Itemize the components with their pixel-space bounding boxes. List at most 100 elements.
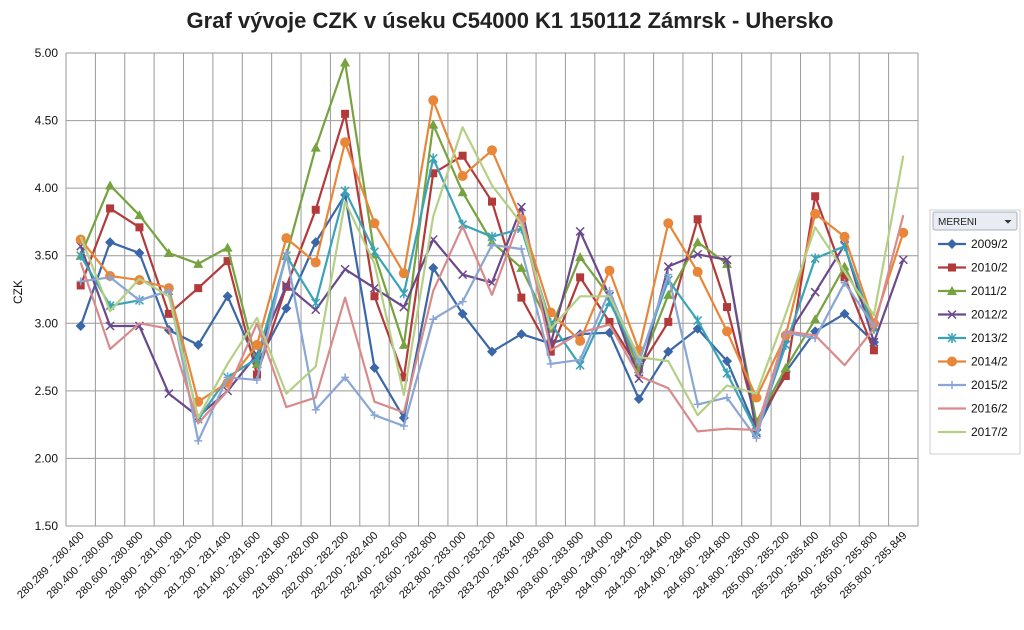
data-point (194, 436, 203, 445)
data-point (663, 346, 674, 357)
y-tick-label: 2.50 (35, 384, 59, 398)
data-point (488, 197, 496, 206)
data-point (633, 393, 644, 404)
legend: MERENI ⏷ 2009/2 2010/2 2011/2 2012/2 2013/2 2… (929, 209, 1021, 455)
data-point (429, 315, 438, 324)
data-point (516, 262, 527, 272)
legend-item[interactable]: 2011/2 (938, 284, 1007, 298)
y-tick-label: 3.00 (35, 316, 59, 330)
data-point (487, 231, 497, 242)
data-point (370, 292, 379, 301)
y-tick-label: 4.00 (35, 181, 59, 195)
data-point (693, 400, 702, 409)
y-tick-label: 4.50 (35, 114, 59, 128)
data-point (693, 315, 703, 326)
data-point (604, 265, 615, 276)
data-point (576, 355, 585, 364)
series-line (79, 126, 905, 419)
data-point (634, 358, 643, 367)
data-point (458, 151, 467, 160)
data-point (810, 253, 820, 264)
data-point (252, 370, 261, 379)
legend-item[interactable]: 2009/2 (938, 237, 1008, 251)
data-point (223, 373, 232, 382)
data-point (428, 119, 439, 129)
grid-lines (65, 52, 919, 527)
data-point (947, 356, 957, 367)
data-point (546, 359, 555, 368)
legend-item[interactable]: 2016/2 (938, 402, 1008, 416)
legend-title-button[interactable]: MERENI ⏷ (932, 211, 1018, 231)
legend-label: 2013/2 (971, 331, 1008, 345)
data-point (948, 263, 956, 272)
legend-label: 2016/2 (971, 402, 1008, 416)
data-point (723, 393, 732, 402)
data-point (163, 248, 174, 258)
data-point (399, 373, 408, 382)
legend-item[interactable]: 2015/2 (938, 378, 1008, 392)
series-group (75, 57, 909, 445)
data-point (516, 202, 526, 212)
data-point (135, 296, 144, 305)
y-tick-label: 3.50 (35, 249, 59, 263)
legend-label: 2015/2 (971, 378, 1008, 392)
data-point (457, 187, 468, 197)
data-point (370, 411, 379, 420)
legend-label: 2014/2 (971, 355, 1008, 369)
data-point (311, 305, 321, 315)
data-point (164, 389, 174, 399)
legend-box (929, 209, 1021, 455)
y-tick-labels: 1.50 2.00 2.50 3.00 3.50 4.00 4.50 5.00 (35, 46, 59, 533)
data-point (517, 293, 526, 302)
series-line (79, 193, 875, 432)
series-line (79, 157, 875, 433)
legend-item[interactable]: 2014/2 (938, 355, 1008, 369)
legend-item[interactable]: 2017/2 (938, 425, 1008, 439)
data-point (134, 248, 145, 259)
data-point (575, 252, 586, 262)
data-point (281, 280, 291, 290)
data-point (605, 317, 614, 326)
legend-item[interactable]: 2012/2 (938, 308, 1008, 322)
data-point (105, 180, 116, 190)
data-point (575, 335, 586, 346)
data-point (76, 250, 86, 261)
legend-label: 2012/2 (971, 308, 1008, 322)
data-point (663, 218, 674, 229)
data-point (457, 170, 468, 181)
legend-label: 2017/2 (971, 425, 1008, 439)
y-tick-label: 1.50 (35, 519, 59, 533)
data-point (663, 261, 673, 272)
data-point (487, 145, 497, 156)
data-point (369, 283, 380, 293)
legend-label: 2010/2 (971, 261, 1008, 275)
legend-item[interactable]: 2010/2 (938, 261, 1008, 275)
data-point (810, 314, 821, 324)
chart-title: Graf vývoje CZK v úseku C54000 K1 150112… (187, 8, 834, 33)
data-point (135, 223, 144, 232)
data-point (663, 289, 674, 299)
data-point (811, 192, 820, 201)
series-2016-2 (79, 214, 905, 433)
data-point (311, 205, 320, 214)
data-point (310, 142, 321, 152)
data-point (164, 309, 173, 318)
data-point (869, 337, 879, 347)
data-point (722, 356, 733, 367)
series-2017-2 (79, 126, 905, 419)
data-point (251, 339, 262, 350)
data-point (810, 208, 821, 219)
data-point (692, 237, 703, 247)
data-point (693, 249, 703, 259)
legend-item[interactable]: 2013/2 (938, 331, 1008, 345)
legend-label: 2009/2 (971, 237, 1008, 251)
filter-icon: ⏷ (1004, 217, 1012, 228)
data-point (839, 308, 850, 319)
data-point (222, 242, 233, 252)
data-point (575, 226, 585, 236)
data-point (457, 308, 468, 319)
data-point (428, 262, 439, 273)
data-point (516, 329, 527, 340)
